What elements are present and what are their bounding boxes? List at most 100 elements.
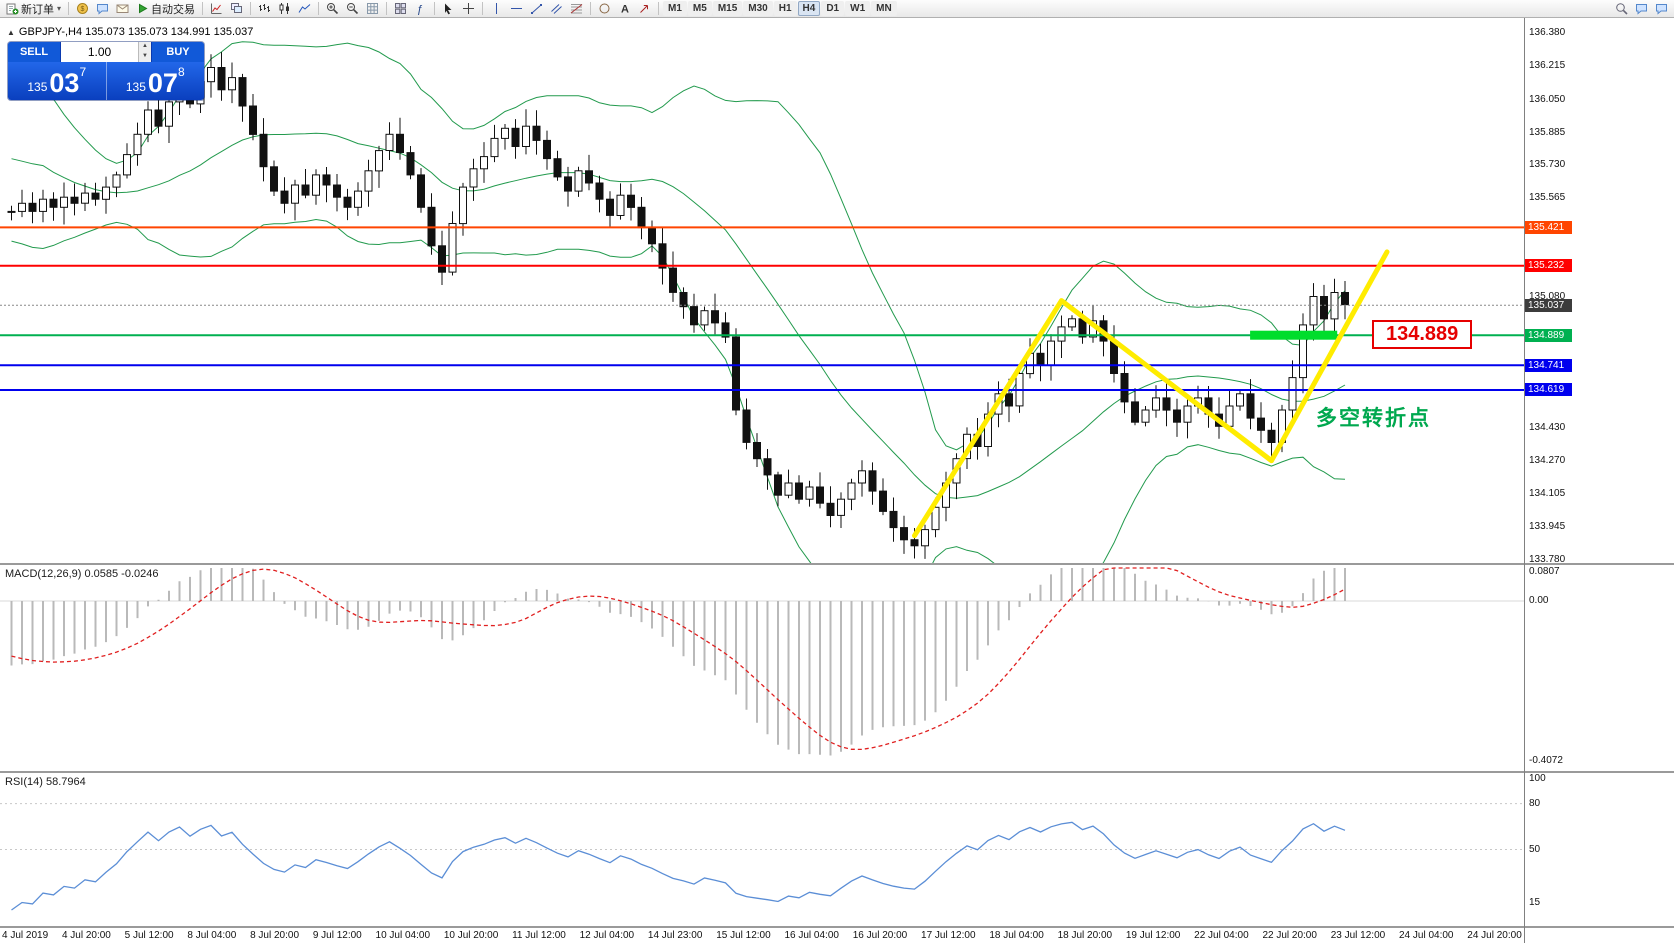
timeframe-button-m15[interactable]: M15 — [712, 1, 743, 16]
search-icon-button[interactable] — [1612, 1, 1631, 17]
candle — [7, 210, 16, 213]
panel-divider[interactable] — [0, 771, 1674, 773]
sell-button[interactable]: SELL — [8, 42, 60, 62]
mag-icon — [1616, 3, 1628, 15]
main-chart-plot[interactable] — [0, 18, 1524, 563]
arrow-tool-button[interactable] — [635, 1, 654, 17]
price-axis-tick: 136.215 — [1529, 60, 1566, 72]
volume-field: ▲ ▼ — [61, 42, 151, 62]
buy-button[interactable]: BUY — [152, 42, 204, 62]
panel-divider[interactable] — [0, 563, 1674, 565]
volume-input[interactable] — [61, 42, 138, 62]
candle — [1141, 409, 1150, 423]
timeframe-button-mn[interactable]: MN — [871, 1, 897, 16]
channel-icon — [551, 4, 562, 14]
rsi-indicator-plot[interactable] — [0, 773, 1524, 926]
timeframe-button-m30[interactable]: M30 — [743, 1, 773, 16]
auto-trading-button[interactable]: 自动交易 — [133, 1, 198, 17]
new-order-button-label: 新订单 — [21, 3, 54, 16]
vertical-line-tool-button[interactable] — [487, 1, 506, 17]
zoom-in-button[interactable] — [323, 1, 342, 17]
time-axis-label: 18 Jul 20:00 — [1057, 930, 1113, 941]
time-axis-label: 16 Jul 04:00 — [784, 930, 839, 941]
bar-chart-type-button[interactable] — [255, 1, 274, 17]
candle — [259, 133, 268, 168]
macd-axis-tick: -0.4072 — [1529, 755, 1563, 767]
support-zone-highlight[interactable] — [1250, 330, 1338, 340]
tile-windows-button[interactable] — [391, 1, 410, 17]
coin-icon: $ — [77, 3, 89, 14]
timeframe-button-m1[interactable]: M1 — [663, 1, 687, 16]
terminal-icon-button[interactable] — [113, 1, 132, 17]
chat-icon-button[interactable] — [1632, 1, 1651, 17]
volume-decrement-button[interactable]: ▼ — [139, 52, 151, 62]
tile-icon — [395, 3, 407, 14]
horizontal-line-tool-button[interactable] — [507, 1, 526, 17]
cursor-tool-button[interactable] — [439, 1, 458, 17]
rsi-line — [11, 821, 1346, 911]
grid-toggle-button[interactable] — [363, 1, 382, 17]
channel-tool-button[interactable] — [547, 1, 566, 17]
svg-text:ƒ: ƒ — [417, 4, 423, 16]
price-axis-tick: 136.380 — [1529, 26, 1566, 38]
time-axis-label: 24 Jul 20:00 — [1467, 930, 1522, 941]
candle — [406, 152, 415, 176]
line-chart-type-button[interactable] — [295, 1, 314, 17]
time-axis-label: 17 Jul 12:00 — [921, 930, 976, 941]
cascade-icon — [231, 3, 243, 13]
time-axis-label: 4 Jul 20:00 — [61, 930, 111, 941]
panel-divider[interactable] — [0, 926, 1674, 928]
sell-price[interactable]: 135 03 7 — [8, 62, 106, 100]
candlestick-chart-type-button[interactable] — [275, 1, 294, 17]
new-order-button[interactable]: 新订单 ▾ — [3, 1, 64, 17]
shapes-tool-button[interactable] — [595, 1, 614, 17]
candle — [585, 170, 593, 184]
time-axis-label: 16 Jul 20:00 — [852, 930, 908, 941]
price-axis-tick: 135.885 — [1529, 127, 1566, 139]
market-watch-icon-button[interactable]: $ — [73, 1, 92, 17]
neworder-icon — [6, 3, 19, 15]
price-badge-134.889: 134.889 — [1525, 328, 1572, 342]
indicators-list-button[interactable]: ƒ — [411, 1, 430, 17]
macd-indicator-plot[interactable] — [0, 565, 1524, 771]
data-window-icon-button[interactable] — [93, 1, 112, 17]
candle — [312, 174, 320, 196]
candle — [1225, 405, 1234, 427]
one-click-collapse-icon[interactable]: ▲ — [7, 28, 15, 37]
play-icon — [139, 3, 148, 14]
candle — [511, 127, 520, 148]
candle — [648, 227, 656, 245]
candle — [553, 158, 562, 178]
zoom-out-button[interactable] — [343, 1, 362, 17]
new-chart-icon-button[interactable] — [207, 1, 226, 17]
time-axis-label: 22 Jul 04:00 — [1194, 930, 1249, 941]
timeframe-button-w1[interactable]: W1 — [845, 1, 871, 16]
candle — [690, 306, 698, 326]
price-axis-tick: 134.430 — [1529, 422, 1566, 434]
text-tool-button[interactable]: A — [615, 1, 634, 17]
timeframe-button-m5[interactable]: M5 — [687, 1, 712, 16]
candle — [396, 133, 404, 154]
trend-zigzag-line[interactable] — [912, 249, 1390, 539]
candle — [291, 184, 299, 204]
trendline-tool-button[interactable] — [527, 1, 546, 17]
candle — [343, 196, 352, 208]
profiles-icon-button[interactable] — [227, 1, 246, 17]
candle — [39, 198, 47, 212]
fibonacci-tool-button[interactable] — [567, 1, 586, 17]
time-axis[interactable]: 4 Jul 2019 4 Jul 20:00 5 Jul 12:00 8 Jul 04… — [0, 928, 1524, 943]
crosshair-tool-button[interactable] — [459, 1, 478, 17]
timeframe-button-h4[interactable]: H4 — [797, 1, 821, 16]
timeframe-button-h1[interactable]: H1 — [773, 1, 797, 16]
volume-increment-button[interactable]: ▲ — [139, 42, 151, 52]
candle — [154, 109, 163, 127]
candle — [448, 223, 457, 273]
candle — [417, 174, 425, 208]
candle — [301, 184, 310, 196]
community-icon-button[interactable] — [1652, 1, 1671, 17]
timeframe-button-d1[interactable]: D1 — [821, 1, 845, 16]
time-axis-label: 11 Jul 12:00 — [512, 930, 566, 941]
buy-price[interactable]: 135 07 8 — [107, 62, 205, 100]
time-axis-label: 4 Jul 2019 — [2, 930, 49, 941]
chart-window[interactable]: ▲ GBPJPY-,H4 135.073 135.073 134.991 135.… — [0, 18, 1674, 943]
